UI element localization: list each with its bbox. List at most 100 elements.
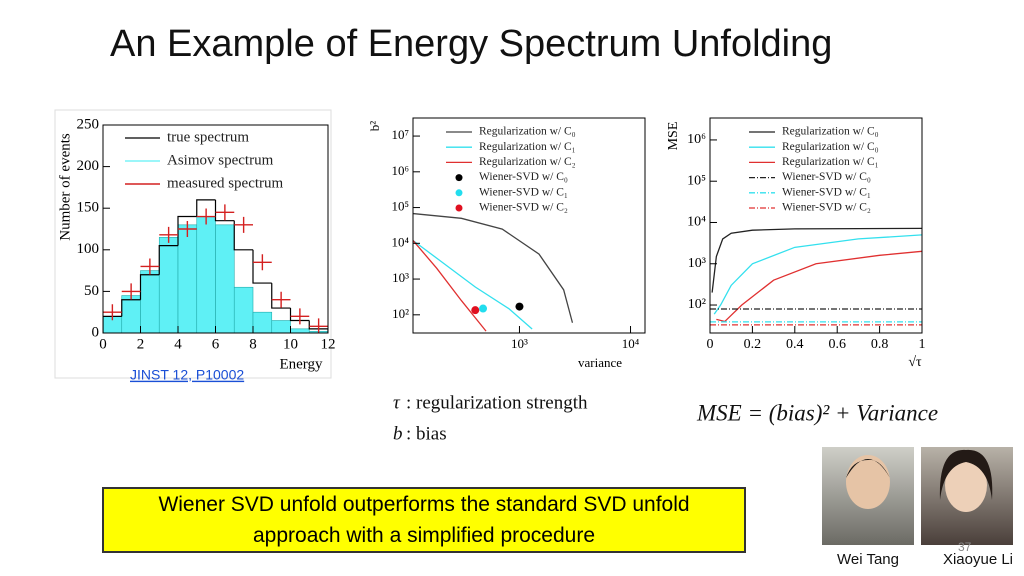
x-axis-label: variance bbox=[578, 355, 622, 370]
x-tick-label: 2 bbox=[137, 336, 145, 352]
hist-step bbox=[177, 215, 197, 246]
hist-bar bbox=[158, 237, 179, 333]
hist-step bbox=[214, 199, 235, 222]
data-point bbox=[103, 304, 122, 321]
curve bbox=[413, 240, 487, 332]
x-tick-label: 0 bbox=[707, 337, 714, 352]
data-point bbox=[196, 208, 216, 225]
x-tick-label: 6 bbox=[212, 336, 220, 352]
conclusion-box: Wiener SVD unfold outperforms the standa… bbox=[102, 487, 746, 553]
hist-step bbox=[103, 315, 122, 333]
plot: 10³ 10⁴ 10² 10³ 10⁴ 10⁵ 10⁶ 10⁷ b² variance Regula… bbox=[367, 117, 646, 370]
hist-step bbox=[271, 283, 291, 309]
note-symbol: τ bbox=[393, 392, 401, 413]
slide-title: An Example of Energy Spectrum Unfolding bbox=[110, 23, 832, 65]
data-point bbox=[178, 221, 197, 237]
hist-step bbox=[252, 249, 272, 284]
legend-label: Asimov spectrum bbox=[167, 152, 274, 168]
legend-marker bbox=[455, 204, 463, 212]
hist-bar bbox=[233, 286, 254, 333]
note-text: : regularization strength bbox=[406, 392, 588, 413]
y-tick-label: 200 bbox=[77, 158, 100, 174]
legend-label: Regularization w/ C₀ bbox=[782, 126, 879, 138]
y-tick-label: 10³ bbox=[688, 256, 706, 271]
reference-link[interactable]: JINST 12, P10002 bbox=[130, 367, 244, 383]
legend-label: Regularization w/ C₁ bbox=[479, 141, 576, 153]
x-tick-label: 10³ bbox=[511, 336, 528, 351]
plot: 0 0.2 0.4 0.6 0.8 1 10² 10³ 10⁴ 10⁵ 10⁶ MSE √τ Regula… bbox=[666, 117, 926, 370]
y-axis-label: b² bbox=[367, 121, 382, 132]
x-tick-label: 10⁴ bbox=[622, 336, 640, 351]
axes-frame bbox=[412, 117, 646, 334]
hist-bar bbox=[271, 320, 291, 333]
hist-bar bbox=[252, 311, 273, 333]
page-number: 37 bbox=[958, 540, 972, 554]
x-tick-label: 0.8 bbox=[871, 337, 889, 352]
data-point bbox=[290, 308, 310, 325]
x-tick-label: 10 bbox=[283, 336, 298, 352]
data-point bbox=[140, 258, 160, 275]
y-axis-label: MSE bbox=[666, 122, 681, 151]
y-tick-label: 10⁶ bbox=[687, 132, 706, 147]
hist-bar bbox=[215, 224, 235, 333]
legend-marker bbox=[455, 189, 463, 197]
curve bbox=[713, 234, 922, 315]
legend-label: Regularization w/ C₀ bbox=[479, 126, 576, 138]
x-tick-label: 0.6 bbox=[828, 337, 846, 352]
data-point bbox=[271, 291, 291, 308]
person-name: Wei Tang bbox=[837, 551, 899, 568]
hist-step bbox=[233, 220, 253, 251]
legend-label: Regularization w/ C₁ bbox=[782, 156, 879, 168]
y-tick-label: 10⁷ bbox=[391, 127, 409, 142]
photo-hair bbox=[846, 459, 890, 478]
curve bbox=[413, 239, 533, 330]
photo-face bbox=[945, 458, 987, 512]
y-tick-label: 10⁴ bbox=[687, 215, 706, 230]
x-tick-label: 8 bbox=[249, 336, 257, 352]
plot-area bbox=[103, 199, 328, 333]
note-text: : bias bbox=[406, 423, 447, 444]
y-tick-label: 10⁴ bbox=[391, 234, 409, 249]
legend-label: Wiener-SVD w/ C₁ bbox=[782, 186, 871, 198]
legend-label: Regularization w/ C₀ bbox=[782, 141, 879, 153]
hist-step bbox=[196, 199, 216, 217]
hist-bar bbox=[290, 328, 310, 333]
legend-label: true spectrum bbox=[167, 129, 249, 145]
curve bbox=[711, 227, 922, 293]
y-tick-label: 10⁶ bbox=[391, 163, 409, 178]
data-point bbox=[309, 318, 328, 333]
data-point bbox=[515, 302, 524, 311]
hist-step bbox=[121, 299, 141, 317]
y-tick-label: 250 bbox=[77, 116, 100, 132]
hist-bar bbox=[196, 216, 216, 333]
hist-bar bbox=[121, 295, 141, 333]
y-tick-label: 10⁵ bbox=[391, 199, 409, 214]
person-name: Xiaoyue Li bbox=[943, 551, 1013, 568]
x-axis-label: √τ bbox=[908, 355, 922, 370]
x-tick-label: 0 bbox=[99, 336, 107, 352]
legend-label: Wiener-SVD w/ C₂ bbox=[479, 202, 568, 214]
legend-label: Wiener-SVD w/ C₀ bbox=[479, 171, 568, 183]
x-axis-label: Energy bbox=[279, 356, 323, 372]
legend-label: Wiener-SVD w/ C₁ bbox=[479, 186, 568, 198]
y-tick-label: 100 bbox=[77, 241, 100, 257]
curve bbox=[716, 250, 922, 323]
data-point bbox=[121, 283, 141, 300]
y-tick-label: 0 bbox=[92, 324, 100, 340]
curve bbox=[413, 212, 574, 323]
y-tick-label: 50 bbox=[84, 283, 99, 299]
x-tick-label: 1 bbox=[919, 337, 926, 352]
hist-step bbox=[158, 245, 178, 275]
data-point bbox=[159, 226, 178, 243]
y-tick-label: 10⁵ bbox=[687, 173, 706, 188]
plot-area bbox=[710, 227, 922, 326]
notes: τ : regularization strength b : bias bbox=[393, 392, 588, 444]
data-point bbox=[479, 304, 488, 313]
hist-step bbox=[289, 308, 310, 322]
y-tick-label: 10³ bbox=[392, 270, 409, 285]
x-tick-label: 0.2 bbox=[744, 337, 762, 352]
legend-label: measured spectrum bbox=[167, 175, 284, 191]
